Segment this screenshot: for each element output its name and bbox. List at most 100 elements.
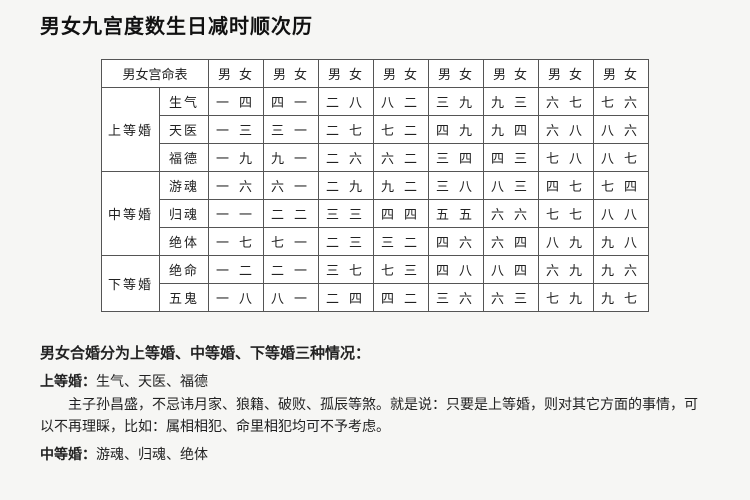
sub-label: 生气 xyxy=(160,88,209,116)
cell: 八四 xyxy=(484,256,539,284)
cell: 八八 xyxy=(594,200,649,228)
cell: 六八 xyxy=(539,116,594,144)
sub-label: 游魂 xyxy=(160,172,209,200)
cell: 二九 xyxy=(319,172,374,200)
cell: 七六 xyxy=(594,88,649,116)
table-row: 中等婚 游魂 一六 六一 二九 九二 三八 八三 四七 七四 xyxy=(101,172,648,200)
col-header: 男女 xyxy=(429,60,484,88)
sub-label: 福德 xyxy=(160,144,209,172)
col-header: 男女 xyxy=(264,60,319,88)
cell: 一八 xyxy=(209,284,264,312)
col-header: 男女 xyxy=(319,60,374,88)
group-label: 中等婚 xyxy=(101,172,159,256)
cell: 一六 xyxy=(209,172,264,200)
cell: 一一 xyxy=(209,200,264,228)
sub-label: 绝体 xyxy=(160,228,209,256)
cell: 三三 xyxy=(319,200,374,228)
cell: 二六 xyxy=(319,144,374,172)
notes-items: 生气、天医、福德 xyxy=(96,375,208,390)
cell: 六九 xyxy=(539,256,594,284)
notes-heading: 男女合婚分为上等婚、中等婚、下等婚三种情况： xyxy=(40,342,710,363)
table-row: 福德 一九 九一 二六 六二 三四 四三 七八 八七 xyxy=(101,144,648,172)
cell: 八二 xyxy=(374,88,429,116)
group-label: 上等婚 xyxy=(101,88,159,172)
notes-items: 游魂、归魂、绝体 xyxy=(96,448,208,463)
table-row: 五鬼 一八 八一 二四 四二 三六 六三 七九 九七 xyxy=(101,284,648,312)
cell: 七一 xyxy=(264,228,319,256)
cell: 一九 xyxy=(209,144,264,172)
cell: 九七 xyxy=(594,284,649,312)
cell: 六二 xyxy=(374,144,429,172)
cell: 五五 xyxy=(429,200,484,228)
cell: 三六 xyxy=(429,284,484,312)
cell: 一二 xyxy=(209,256,264,284)
cell: 六三 xyxy=(484,284,539,312)
cell: 一四 xyxy=(209,88,264,116)
sub-label: 归魂 xyxy=(160,200,209,228)
cell: 七二 xyxy=(374,116,429,144)
sub-label: 五鬼 xyxy=(160,284,209,312)
cell: 二八 xyxy=(319,88,374,116)
cell: 七八 xyxy=(539,144,594,172)
cell: 三一 xyxy=(264,116,319,144)
table-row: 天医 一三 三一 二七 七二 四九 九四 六八 八六 xyxy=(101,116,648,144)
cell: 七三 xyxy=(374,256,429,284)
table-row: 归魂 一一 二二 三三 四四 五五 六六 七七 八八 xyxy=(101,200,648,228)
col-header: 男女 xyxy=(539,60,594,88)
cell: 四一 xyxy=(264,88,319,116)
cell: 八六 xyxy=(594,116,649,144)
notes-section: 男女合婚分为上等婚、中等婚、下等婚三种情况： 上等婚：生气、天医、福德 主子孙昌… xyxy=(40,342,710,464)
cell: 六四 xyxy=(484,228,539,256)
cell: 九六 xyxy=(594,256,649,284)
table-row: 绝体 一七 七一 二三 三二 四六 六四 八九 九八 xyxy=(101,228,648,256)
marriage-table: 男女宫命表 男女 男女 男女 男女 男女 男女 男女 男女 上等婚 生气 一四 … xyxy=(101,59,649,312)
col-header: 男女 xyxy=(209,60,264,88)
cell: 六六 xyxy=(484,200,539,228)
col-header: 男女 xyxy=(374,60,429,88)
header-main: 男女宫命表 xyxy=(101,60,208,88)
cell: 三七 xyxy=(319,256,374,284)
cell: 二二 xyxy=(264,200,319,228)
table-row: 下等婚 绝命 一二 二一 三七 七三 四八 八四 六九 九六 xyxy=(101,256,648,284)
cell: 八七 xyxy=(594,144,649,172)
col-header: 男女 xyxy=(484,60,539,88)
cell: 九八 xyxy=(594,228,649,256)
page-title: 男女九宫度数生日减时顺次历 xyxy=(40,10,710,39)
cell: 四六 xyxy=(429,228,484,256)
col-header: 男女 xyxy=(594,60,649,88)
cell: 三二 xyxy=(374,228,429,256)
cell: 四九 xyxy=(429,116,484,144)
cell: 八三 xyxy=(484,172,539,200)
sub-label: 天医 xyxy=(160,116,209,144)
table-header-row: 男女宫命表 男女 男女 男女 男女 男女 男女 男女 男女 xyxy=(101,60,648,88)
cell: 六七 xyxy=(539,88,594,116)
sub-label: 绝命 xyxy=(160,256,209,284)
cell: 二三 xyxy=(319,228,374,256)
cell: 八一 xyxy=(264,284,319,312)
table-row: 上等婚 生气 一四 四一 二八 八二 三九 九三 六七 七六 xyxy=(101,88,648,116)
cell: 四四 xyxy=(374,200,429,228)
cell: 六一 xyxy=(264,172,319,200)
cell: 二七 xyxy=(319,116,374,144)
cell: 七四 xyxy=(594,172,649,200)
notes-line-upper: 上等婚：生气、天医、福德 xyxy=(40,371,710,391)
cell: 二一 xyxy=(264,256,319,284)
cell: 一三 xyxy=(209,116,264,144)
cell: 八九 xyxy=(539,228,594,256)
cell: 九三 xyxy=(484,88,539,116)
cell: 九二 xyxy=(374,172,429,200)
notes-paragraph: 主子孙昌盛，不忌讳月家、狼籍、破败、孤辰等煞。就是说：只要是上等婚，则对其它方面… xyxy=(40,395,710,440)
cell: 四七 xyxy=(539,172,594,200)
group-label: 下等婚 xyxy=(101,256,159,312)
notes-label: 上等婚： xyxy=(40,375,96,390)
cell: 三四 xyxy=(429,144,484,172)
cell: 二四 xyxy=(319,284,374,312)
cell: 四三 xyxy=(484,144,539,172)
cell: 一七 xyxy=(209,228,264,256)
cell: 九一 xyxy=(264,144,319,172)
cell: 七七 xyxy=(539,200,594,228)
notes-line-middle: 中等婚：游魂、归魂、绝体 xyxy=(40,444,710,464)
cell: 四八 xyxy=(429,256,484,284)
cell: 三九 xyxy=(429,88,484,116)
notes-label: 中等婚： xyxy=(40,448,96,463)
